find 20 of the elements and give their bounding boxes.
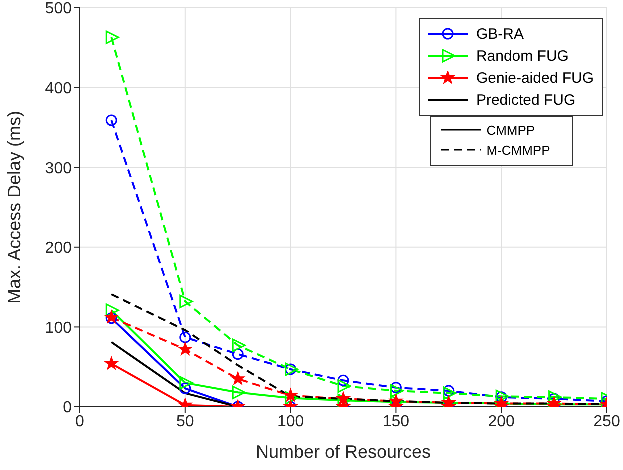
legend-label: Random FUG <box>476 48 569 64</box>
y-tick-label: 300 <box>45 160 72 178</box>
x-tick-label: 0 <box>76 413 85 430</box>
y-tick-label: 0 <box>63 400 72 417</box>
y-tick-label: 100 <box>45 320 72 337</box>
x-axis-title: Number of Resources <box>256 442 432 462</box>
x-tick-label: 50 <box>176 413 194 430</box>
y-axis-title: Max. Access Delay (ms) <box>4 110 24 304</box>
annotation: M-CMMPP <box>486 142 550 158</box>
annotation: CMMPP <box>486 122 536 138</box>
y-tick-label: 500 <box>45 0 72 18</box>
x-tick-label: 100 <box>277 413 304 430</box>
x-tick-label: 250 <box>594 413 620 430</box>
legend-label: GB-RA <box>476 26 524 42</box>
y-tick-label: 200 <box>45 240 72 258</box>
x-tick-label: 150 <box>382 413 410 430</box>
y-tick-label: 400 <box>45 80 72 98</box>
legend-label: Predicted FUG <box>476 92 576 108</box>
x-tick-label: 200 <box>488 413 516 430</box>
legend-label: Genie-aided FUG <box>476 70 594 86</box>
